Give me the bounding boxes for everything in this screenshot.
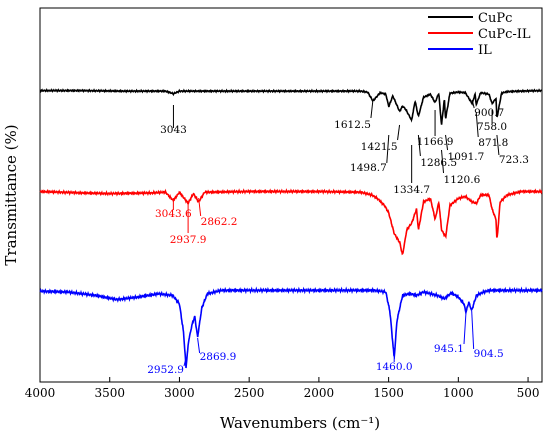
annotation-arrow <box>417 134 421 157</box>
peak-label: 904.5 <box>474 348 504 360</box>
annotation-arrow <box>370 99 374 119</box>
x-tick-label: 1000 <box>443 386 474 400</box>
annotation-arrow <box>197 337 201 354</box>
series-line-cupc <box>39 88 543 125</box>
annotation-layer: 3043 1612.5 1421.5 1498.7 1334.7 1286.5 1166.9… <box>147 99 529 376</box>
peak-label: 1334.7 <box>393 184 430 196</box>
legend: CuPc CuPc-IL IL <box>428 11 531 58</box>
x-tick-label: 500 <box>517 386 540 400</box>
peak-label: 1612.5 <box>334 119 371 131</box>
x-tick-label: 4000 <box>25 386 56 400</box>
peak-label: 2952.9 <box>147 364 184 376</box>
annotation-arrow <box>471 99 475 109</box>
peak-label: 1120.6 <box>444 174 481 186</box>
x-axis: 4000 3500 3000 2500 2000 1500 1000 500 <box>25 377 540 400</box>
annotation-arrow <box>445 134 449 151</box>
peak-label: 871.8 <box>478 137 508 149</box>
x-tick-label: 3500 <box>94 386 125 400</box>
peak-label: 1421.5 <box>361 141 398 153</box>
legend-label-il: IL <box>478 43 492 58</box>
annotation-arrow <box>441 149 445 174</box>
annotation-arrow <box>386 134 390 164</box>
series-line-il <box>39 286 543 369</box>
peak-label: 1166.9 <box>417 136 454 148</box>
peak-label: 1286.5 <box>420 157 457 169</box>
x-tick-label: 3000 <box>164 386 195 400</box>
peak-label: 945.1 <box>434 343 464 355</box>
annotation-arrow <box>397 124 401 141</box>
legend-label-cupc-il: CuPc-IL <box>478 27 531 42</box>
peak-label: 758.0 <box>477 121 507 133</box>
series-layer <box>39 88 543 369</box>
peak-label: 1498.7 <box>350 162 387 174</box>
peak-label: 2937.9 <box>170 234 207 246</box>
x-tick-label: 2000 <box>304 386 335 400</box>
annotation-arrow <box>183 357 187 367</box>
annotation-arrow <box>463 311 467 345</box>
annotation-arrow <box>475 111 479 138</box>
x-tick-label: 1500 <box>373 386 404 400</box>
peak-label: 3043 <box>160 124 187 136</box>
annotation-arrow <box>471 309 475 350</box>
x-tick-label: 2500 <box>234 386 265 400</box>
peak-label: 900.7 <box>474 107 504 119</box>
peak-label: 2862.2 <box>201 216 238 228</box>
legend-label-cupc: CuPc <box>478 11 512 26</box>
x-axis-title: Wavenumbers (cm⁻¹) <box>220 414 380 432</box>
peak-label: 3043.6 <box>155 208 192 220</box>
peak-label: 723.3 <box>499 154 529 166</box>
y-axis-title: Transmittance (%) <box>2 124 20 265</box>
peak-label: 2869.9 <box>200 351 237 363</box>
plot-frame <box>39 7 543 383</box>
annotation-arrow <box>198 197 202 217</box>
peak-label: 1460.0 <box>376 361 413 373</box>
series-line-cupc-il <box>39 188 543 256</box>
peak-label: 1091.7 <box>448 151 485 163</box>
annotation-arrow <box>496 134 500 156</box>
